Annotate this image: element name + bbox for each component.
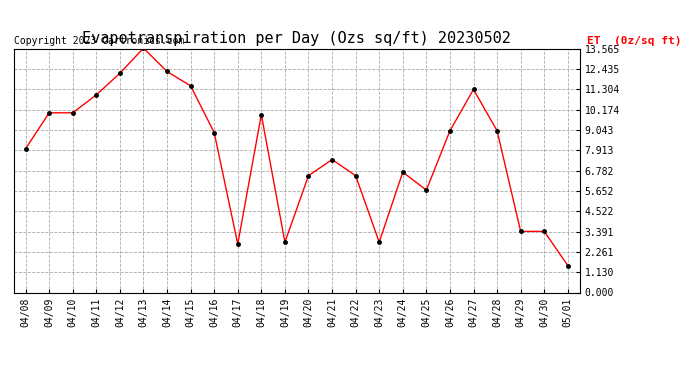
Text: Copyright 2023 Cartronics.com: Copyright 2023 Cartronics.com bbox=[14, 36, 184, 46]
Text: ET  (0z/sq ft): ET (0z/sq ft) bbox=[587, 36, 682, 46]
Title: Evapotranspiration per Day (Ozs sq/ft) 20230502: Evapotranspiration per Day (Ozs sq/ft) 2… bbox=[82, 31, 511, 46]
